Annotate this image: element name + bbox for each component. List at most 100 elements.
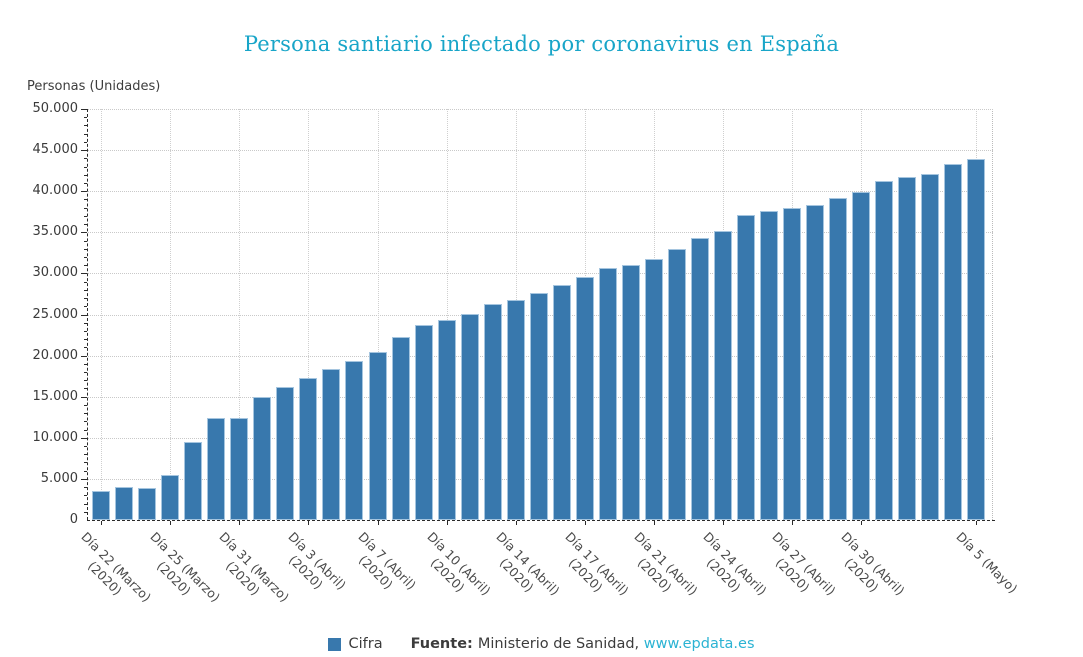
bar[interactable] <box>759 210 778 520</box>
x-tick-label: Día 22 (Marzo) (2020) <box>78 529 155 605</box>
bar[interactable] <box>184 441 203 520</box>
bar[interactable] <box>483 303 502 520</box>
bar[interactable] <box>414 325 433 520</box>
bar[interactable] <box>345 360 364 520</box>
y-axis-minor-tick <box>84 363 87 365</box>
y-axis-minor-tick <box>84 265 87 267</box>
bar[interactable] <box>299 378 318 520</box>
x-axis-tick <box>722 521 724 525</box>
gridline-vertical <box>239 109 241 520</box>
x-tick-label: Día 7 (Abril) (2020) <box>354 529 419 593</box>
y-axis-minor-tick <box>84 306 87 308</box>
y-axis-minor-tick <box>84 372 87 374</box>
y-axis-minor-tick <box>84 421 87 423</box>
bar[interactable] <box>92 491 111 520</box>
bar[interactable] <box>644 259 663 520</box>
chart-title: Persona santiario infectado por coronavi… <box>243 32 840 56</box>
y-axis-minor-tick <box>84 413 87 415</box>
gridline-horizontal <box>88 232 993 234</box>
bar[interactable] <box>575 276 594 520</box>
bar[interactable] <box>161 474 180 520</box>
gridline-vertical <box>170 109 172 520</box>
bar[interactable] <box>391 336 410 520</box>
y-axis-major-tick <box>81 150 87 152</box>
bar[interactable] <box>368 351 387 520</box>
y-axis-minor-tick <box>84 380 87 382</box>
y-tick-label: 5.000 <box>40 470 78 486</box>
bar[interactable] <box>852 192 871 520</box>
x-axis-tick <box>653 521 655 525</box>
bar[interactable] <box>667 248 686 520</box>
bar[interactable] <box>782 208 801 520</box>
y-axis-minor-tick <box>84 133 87 135</box>
bar[interactable] <box>806 204 824 520</box>
y-axis-title: Personas (Unidades) <box>27 79 161 94</box>
bar[interactable] <box>921 173 940 520</box>
bar[interactable] <box>713 230 732 520</box>
gridline-vertical <box>101 109 103 520</box>
y-axis-minor-tick <box>84 339 87 341</box>
x-axis-tick <box>239 521 241 525</box>
x-axis-line <box>87 520 995 521</box>
x-axis-tick <box>791 521 793 525</box>
bar[interactable] <box>138 487 157 520</box>
x-axis-tick <box>515 521 517 525</box>
y-axis-major-tick <box>81 109 87 110</box>
y-axis-minor-tick <box>84 141 87 143</box>
y-axis-minor-tick <box>84 158 87 160</box>
gridline-horizontal <box>88 273 993 275</box>
y-axis-minor-tick <box>84 207 87 209</box>
x-tick-label: Día 31 (Marzo) (2020) <box>216 529 293 605</box>
source-text: Ministerio de Sanidad, <box>477 636 640 652</box>
legend-item-cifra[interactable]: Cifra <box>328 636 383 652</box>
y-tick-label: 35.000 <box>32 224 79 240</box>
y-axis-minor-tick <box>84 240 87 242</box>
bar[interactable] <box>944 164 963 520</box>
y-axis-minor-tick <box>84 199 87 201</box>
bar[interactable] <box>598 267 617 520</box>
source-link[interactable]: www.epdata.es <box>643 636 755 652</box>
bar[interactable] <box>506 299 525 520</box>
bar[interactable] <box>115 487 134 520</box>
bar[interactable] <box>230 418 249 520</box>
y-axis-major-tick <box>81 273 87 275</box>
bar[interactable] <box>207 418 226 520</box>
bar[interactable] <box>529 292 548 520</box>
y-axis-minor-tick <box>84 388 87 390</box>
y-axis-minor-tick <box>84 404 87 406</box>
y-axis-minor-tick <box>84 511 87 513</box>
x-tick-label: Día 14 (Abril) (2020) <box>493 529 563 599</box>
y-axis-minor-tick <box>84 446 87 448</box>
y-axis-minor-tick <box>84 470 87 472</box>
bar[interactable] <box>875 181 894 520</box>
bar[interactable] <box>322 369 341 520</box>
bar[interactable] <box>829 197 848 520</box>
bar[interactable] <box>690 238 709 520</box>
x-axis-tick <box>584 521 586 525</box>
x-tick-label: Día 30 (Abril) (2020) <box>838 529 908 599</box>
bar[interactable] <box>276 386 295 520</box>
bar[interactable] <box>621 264 640 520</box>
y-axis-minor-tick <box>84 215 87 217</box>
gridline-horizontal <box>88 191 993 193</box>
bar[interactable] <box>253 396 272 520</box>
y-tick-label: 45.000 <box>32 142 79 158</box>
y-axis-minor-tick <box>84 347 87 349</box>
bar[interactable] <box>460 313 479 520</box>
y-tick-label: 25.000 <box>32 306 79 322</box>
gridline-vertical <box>446 109 448 520</box>
bar[interactable] <box>437 320 456 520</box>
gridline-vertical <box>308 109 310 520</box>
y-tick-label: 0 <box>69 512 78 527</box>
bar[interactable] <box>736 214 755 520</box>
y-axis-minor-tick <box>84 495 87 497</box>
bar[interactable] <box>898 177 917 520</box>
bar[interactable] <box>552 285 571 520</box>
bar[interactable] <box>967 158 986 520</box>
y-axis-minor-tick <box>84 125 87 127</box>
y-axis-minor-tick <box>84 462 87 464</box>
gridline-vertical <box>377 109 379 520</box>
x-tick-label: Día 17 (Abril) (2020) <box>562 529 632 599</box>
y-axis-major-tick <box>81 478 87 480</box>
y-axis-minor-tick <box>84 174 87 176</box>
